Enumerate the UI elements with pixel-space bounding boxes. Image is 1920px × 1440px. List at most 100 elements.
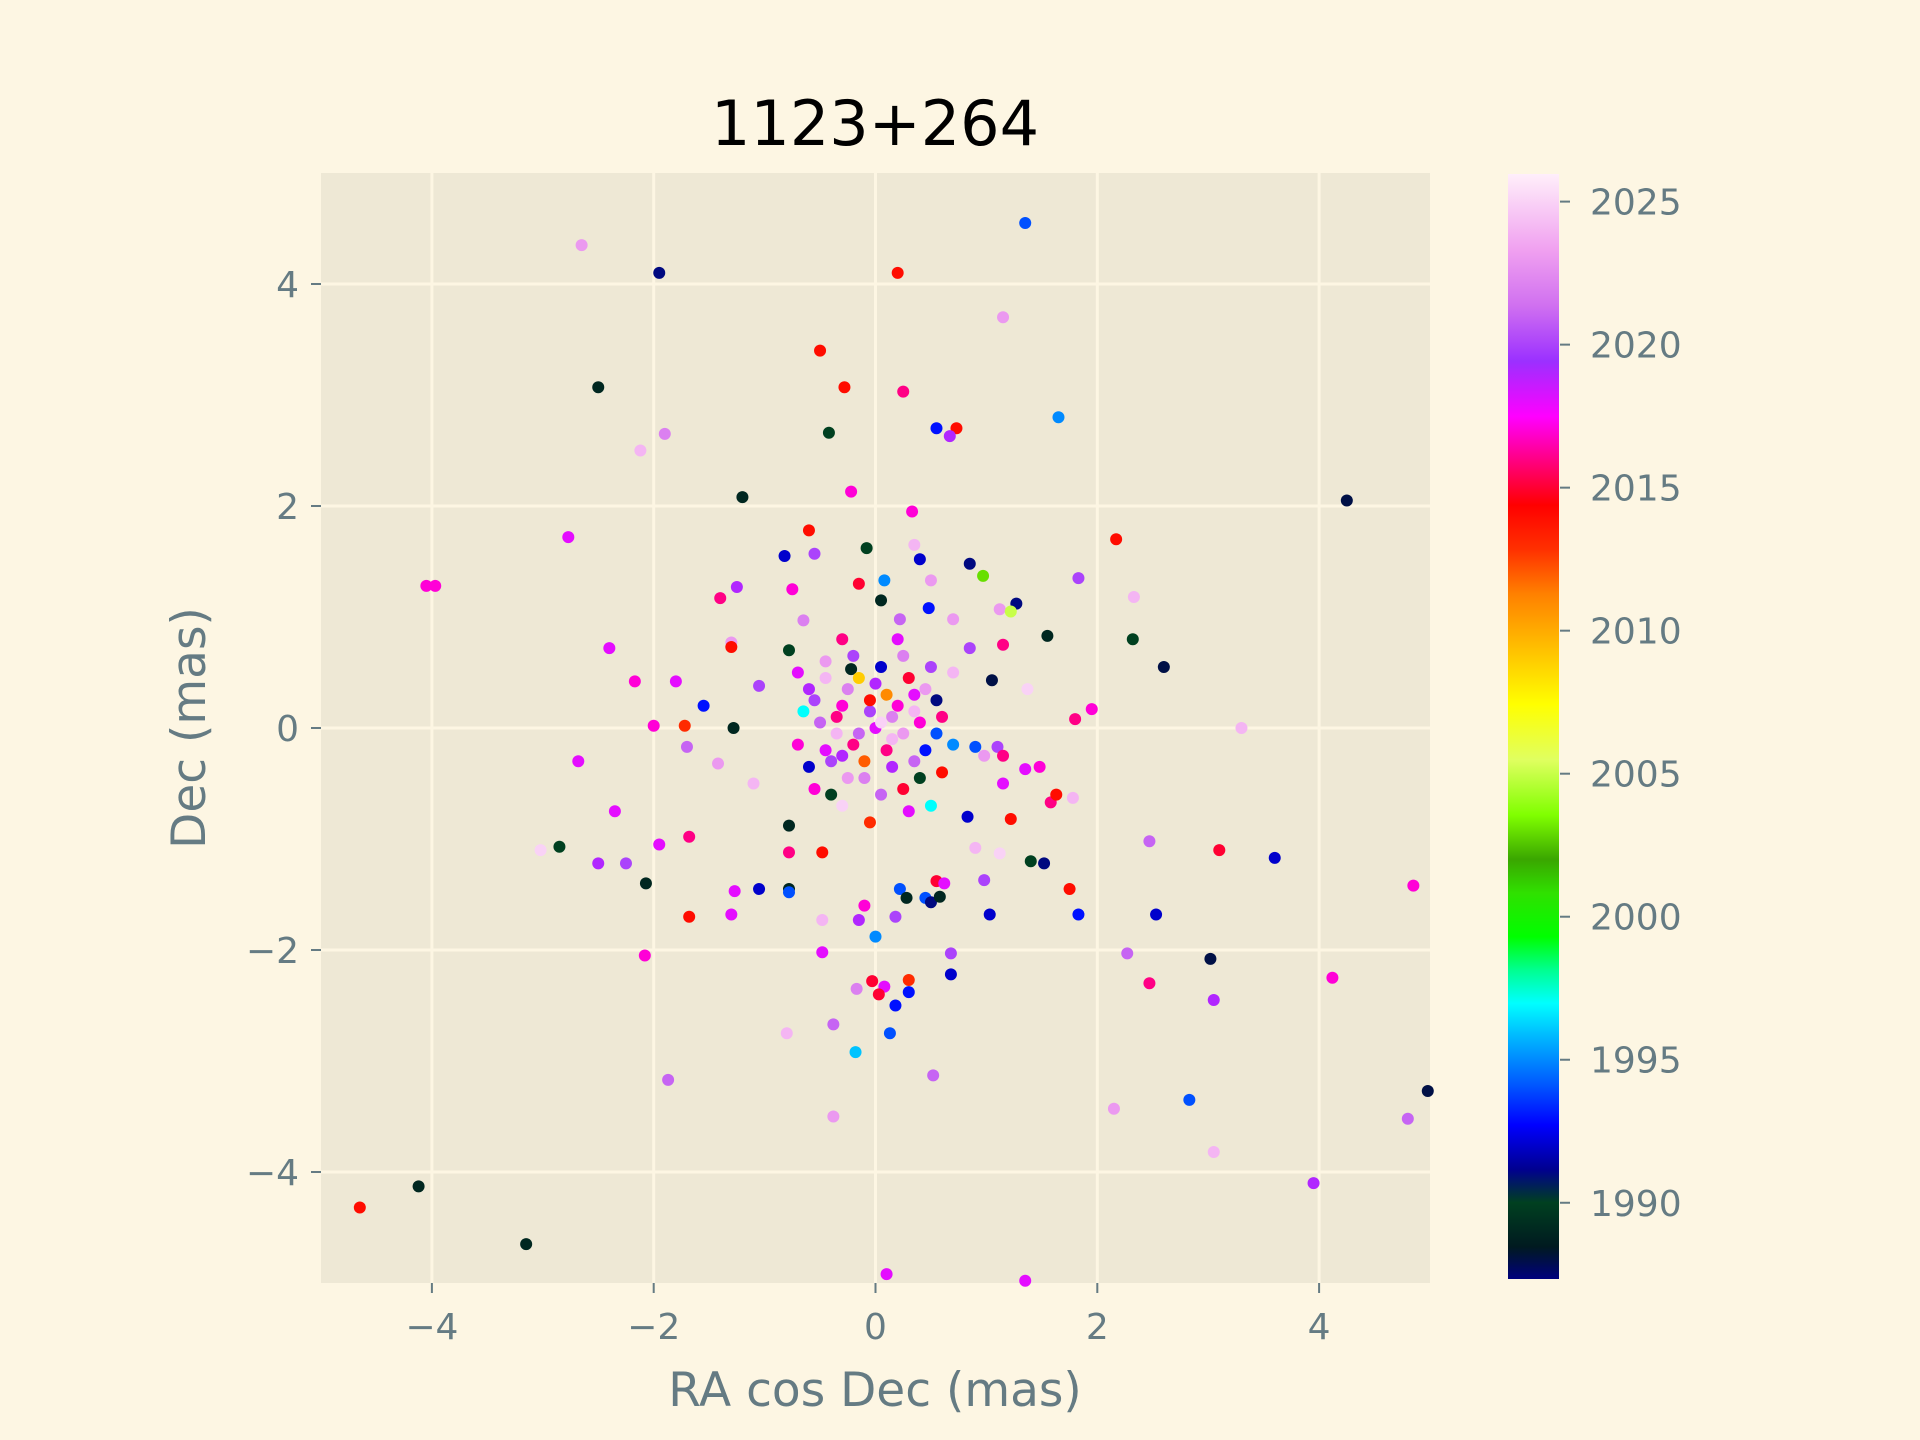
data-point	[897, 783, 910, 796]
data-point	[825, 788, 838, 801]
data-point	[653, 266, 666, 279]
data-point	[683, 910, 696, 923]
data-point	[1401, 1112, 1414, 1125]
data-point	[991, 740, 1004, 753]
data-point	[825, 755, 838, 768]
data-point	[534, 844, 547, 857]
data-point	[658, 427, 671, 440]
data-point	[816, 914, 829, 927]
data-point	[1204, 952, 1217, 965]
data-point	[1021, 683, 1034, 696]
data-point	[753, 882, 766, 895]
data-point	[897, 649, 910, 662]
data-point	[592, 857, 605, 870]
data-point	[869, 677, 882, 690]
data-point	[638, 949, 651, 962]
data-point	[836, 799, 849, 812]
data-point	[900, 891, 913, 904]
data-point	[963, 642, 976, 655]
data-point	[875, 788, 888, 801]
data-point	[963, 557, 976, 570]
data-point	[985, 674, 998, 687]
data-point	[924, 660, 937, 673]
data-point	[883, 1027, 896, 1040]
data-point	[860, 542, 873, 555]
data-point	[830, 727, 843, 740]
data-point	[1150, 908, 1163, 921]
x-axis-ticks: −4 −2 0 2 4	[405, 1283, 1331, 1348]
data-point	[736, 491, 749, 504]
data-point	[947, 613, 960, 626]
data-point	[819, 672, 832, 685]
data-point	[869, 930, 882, 943]
data-point	[944, 968, 957, 981]
data-point	[808, 783, 821, 796]
data-point	[816, 946, 829, 959]
data-point	[1407, 879, 1420, 892]
data-point	[1019, 763, 1032, 776]
data-point	[950, 422, 963, 435]
data-point	[902, 986, 915, 999]
data-point	[819, 655, 832, 668]
data-point	[1004, 813, 1017, 826]
data-point	[906, 505, 919, 518]
data-point	[802, 760, 815, 773]
data-point	[889, 910, 902, 923]
data-point	[1121, 947, 1134, 960]
data-point	[930, 727, 943, 740]
data-point	[562, 531, 575, 544]
data-point	[608, 805, 621, 818]
y-tick-label: 2	[276, 487, 299, 528]
data-point	[619, 857, 632, 870]
data-point	[997, 638, 1010, 651]
data-point	[947, 666, 960, 679]
data-point	[1213, 844, 1226, 857]
data-point	[816, 846, 829, 859]
data-point	[908, 705, 921, 718]
data-point	[880, 744, 893, 757]
data-point	[838, 381, 851, 394]
data-point	[891, 699, 904, 712]
data-point	[603, 642, 616, 655]
data-point	[1421, 1084, 1434, 1097]
data-point	[880, 1268, 893, 1281]
data-point	[725, 640, 738, 653]
data-point	[836, 633, 849, 646]
data-point	[1072, 908, 1085, 921]
data-point	[936, 766, 949, 779]
data-point	[412, 1180, 425, 1193]
data-point	[680, 740, 693, 753]
data-point	[922, 602, 935, 615]
data-point	[1340, 494, 1353, 507]
data-point	[978, 874, 991, 887]
data-point	[1033, 760, 1046, 773]
data-point	[850, 982, 863, 995]
data-point	[902, 672, 915, 685]
data-point	[830, 710, 843, 723]
data-point	[1107, 1102, 1120, 1115]
data-point	[727, 722, 740, 734]
data-point	[930, 422, 943, 435]
data-point	[878, 574, 891, 587]
data-point	[669, 675, 682, 688]
data-point	[728, 885, 741, 898]
data-point	[1052, 411, 1065, 424]
data-point	[714, 592, 727, 605]
data-point	[819, 744, 832, 757]
data-point	[1268, 851, 1281, 864]
data-point	[891, 633, 904, 646]
data-point	[886, 733, 899, 746]
data-point	[420, 579, 433, 592]
data-point	[786, 583, 799, 596]
data-point	[897, 727, 910, 740]
data-point	[919, 744, 932, 757]
data-point	[712, 757, 725, 770]
y-tick-label: 0	[276, 709, 299, 750]
data-point	[353, 1201, 366, 1214]
x-tick-label: 0	[864, 1307, 887, 1348]
data-point	[683, 830, 696, 843]
data-point	[997, 777, 1010, 790]
data-point	[778, 549, 791, 562]
data-point	[886, 760, 899, 773]
data-point	[875, 594, 888, 607]
